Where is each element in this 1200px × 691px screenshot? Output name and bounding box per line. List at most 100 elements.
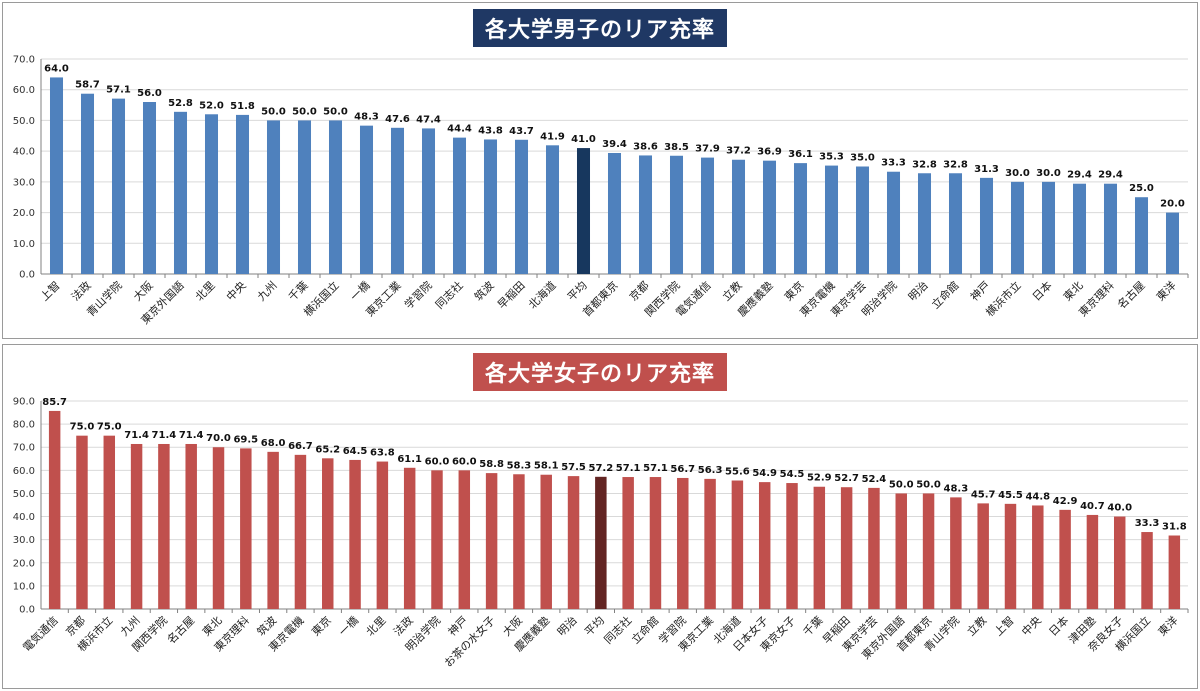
data-label: 52.9	[807, 473, 832, 484]
data-label: 57.5	[561, 462, 586, 473]
bar	[677, 477, 689, 609]
x-category-label: 大阪	[130, 278, 155, 303]
bar	[669, 155, 684, 274]
data-label: 33.3	[881, 158, 906, 169]
y-tick-label: 0.0	[19, 605, 35, 616]
y-tick-label: 70.0	[13, 55, 35, 66]
data-label: 35.3	[819, 152, 844, 163]
bar	[567, 476, 580, 609]
data-label: 29.4	[1098, 170, 1123, 181]
data-label: 30.0	[1005, 168, 1030, 179]
x-category-label: 同志社	[432, 278, 465, 311]
x-category-label: 明治	[905, 278, 930, 303]
y-tick-label: 0.0	[19, 270, 35, 281]
data-label: 58.8	[479, 459, 504, 470]
bar	[762, 160, 777, 274]
data-label: 64.0	[44, 63, 69, 74]
bar	[1168, 535, 1181, 609]
x-category-label: 上智	[37, 278, 62, 303]
data-label: 52.0	[199, 100, 224, 111]
female-bar-chart: 0.0 10.0 20.0 30.0 40.0 50.0 60.0 70.0 80.0 90.0 8…	[13, 397, 1189, 670]
data-label: 33.3	[1135, 518, 1160, 529]
bar	[786, 483, 798, 609]
bar	[979, 177, 994, 274]
data-label: 54.5	[780, 469, 805, 480]
x-category-label: 立命館	[628, 613, 661, 646]
bar	[922, 493, 935, 609]
female-chart-title: 各大学女子のリア充率	[472, 353, 728, 391]
y-tick-label: 60.0	[13, 85, 35, 96]
bar	[212, 447, 225, 609]
data-label: 39.4	[602, 139, 627, 150]
bar	[349, 459, 361, 609]
y-tick-label: 70.0	[13, 443, 35, 454]
bar	[868, 487, 880, 609]
bar	[1103, 183, 1118, 274]
y-tick-label: 20.0	[13, 558, 35, 569]
bar	[1032, 505, 1044, 609]
data-label: 48.3	[354, 112, 379, 123]
data-label: 85.7	[42, 397, 67, 408]
bar	[948, 173, 963, 274]
bar	[649, 477, 662, 609]
y-tick-label: 50.0	[13, 489, 35, 500]
data-label: 41.9	[540, 131, 565, 142]
bar	[886, 171, 901, 274]
data-label: 32.8	[943, 159, 968, 170]
x-category-label: 法政	[68, 278, 93, 303]
male-bar-chart: 0.0 10.0 20.0 30.0 40.0 50.0 60.0 70.0 64.0 上智 58.…	[13, 55, 1189, 327]
data-label: 64.5	[343, 446, 368, 457]
data-label: 42.9	[1053, 496, 1078, 507]
x-category-label: 東北	[1061, 279, 1086, 304]
bar	[855, 166, 870, 274]
y-tick-label: 50.0	[13, 116, 35, 127]
data-label: 44.8	[1025, 491, 1050, 502]
bar	[240, 448, 252, 609]
x-category-label: 東京	[781, 278, 806, 303]
data-label: 57.1	[106, 85, 131, 96]
data-label: 43.8	[478, 125, 503, 136]
data-label: 40.7	[1080, 501, 1105, 512]
bar	[294, 454, 307, 609]
data-label: 61.1	[397, 454, 422, 465]
data-label: 54.9	[752, 468, 777, 479]
bar	[431, 470, 443, 609]
bar	[80, 93, 95, 274]
data-label: 38.6	[633, 141, 658, 152]
data-label: 31.3	[974, 164, 999, 175]
x-category-label: 名古屋	[164, 613, 197, 646]
bar	[111, 98, 126, 274]
female-chart-panel: 0.0 10.0 20.0 30.0 40.0 50.0 60.0 70.0 80.0 90.0 8…	[2, 344, 1198, 689]
data-label: 31.8	[1162, 522, 1187, 533]
data-label: 35.0	[850, 153, 875, 164]
bar	[1041, 181, 1056, 274]
bar	[700, 157, 715, 274]
bar	[545, 145, 560, 274]
data-label: 71.4	[124, 430, 149, 441]
bar	[235, 114, 250, 275]
data-label: 30.0	[1036, 168, 1061, 179]
bar	[297, 120, 312, 274]
bar	[266, 120, 281, 274]
bar	[1134, 197, 1149, 274]
bar	[204, 114, 219, 275]
bar	[322, 458, 334, 609]
bar	[1086, 514, 1099, 609]
data-label: 57.1	[616, 463, 641, 474]
y-tick-label: 10.0	[13, 581, 35, 592]
bar	[514, 139, 529, 274]
bar	[540, 474, 552, 609]
male-chart-title: 各大学男子のリア充率	[472, 9, 728, 47]
data-label: 63.8	[370, 448, 395, 459]
bar	[638, 155, 653, 274]
gridlines	[41, 400, 1188, 610]
bar	[173, 111, 188, 274]
data-label: 45.5	[998, 490, 1023, 501]
y-tick-label: 10.0	[13, 239, 35, 250]
data-label: 52.4	[862, 474, 887, 485]
data-label: 58.7	[75, 80, 100, 91]
data-label: 25.0	[1129, 183, 1154, 194]
data-label: 40.0	[1107, 503, 1132, 514]
bar	[950, 497, 962, 609]
bar	[1059, 509, 1071, 609]
